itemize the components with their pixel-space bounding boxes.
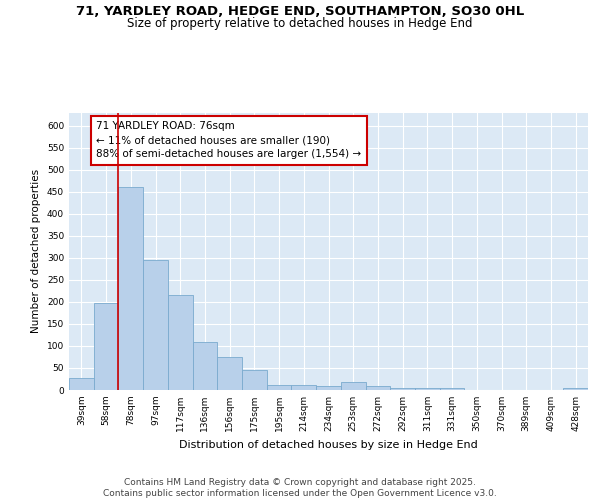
Bar [390,388,415,390]
Bar [168,296,193,390]
Bar [563,388,588,390]
Bar [292,384,316,390]
Bar [118,188,143,390]
Bar [440,388,464,390]
Bar [94,303,118,390]
Bar [415,388,440,390]
Bar [242,370,267,390]
Text: Size of property relative to detached houses in Hedge End: Size of property relative to detached ho… [127,18,473,30]
Bar [267,384,292,390]
Bar [316,386,341,390]
Bar [365,386,390,390]
Text: Contains HM Land Registry data © Crown copyright and database right 2025.
Contai: Contains HM Land Registry data © Crown c… [103,478,497,498]
X-axis label: Distribution of detached houses by size in Hedge End: Distribution of detached houses by size … [179,440,478,450]
Bar [143,260,168,390]
Bar [69,378,94,390]
Text: 71 YARDLEY ROAD: 76sqm
← 11% of detached houses are smaller (190)
88% of semi-de: 71 YARDLEY ROAD: 76sqm ← 11% of detached… [96,122,361,160]
Bar [193,342,217,390]
Y-axis label: Number of detached properties: Number of detached properties [31,169,41,334]
Bar [217,357,242,390]
Text: 71, YARDLEY ROAD, HEDGE END, SOUTHAMPTON, SO30 0HL: 71, YARDLEY ROAD, HEDGE END, SOUTHAMPTON… [76,5,524,18]
Bar [341,382,365,390]
